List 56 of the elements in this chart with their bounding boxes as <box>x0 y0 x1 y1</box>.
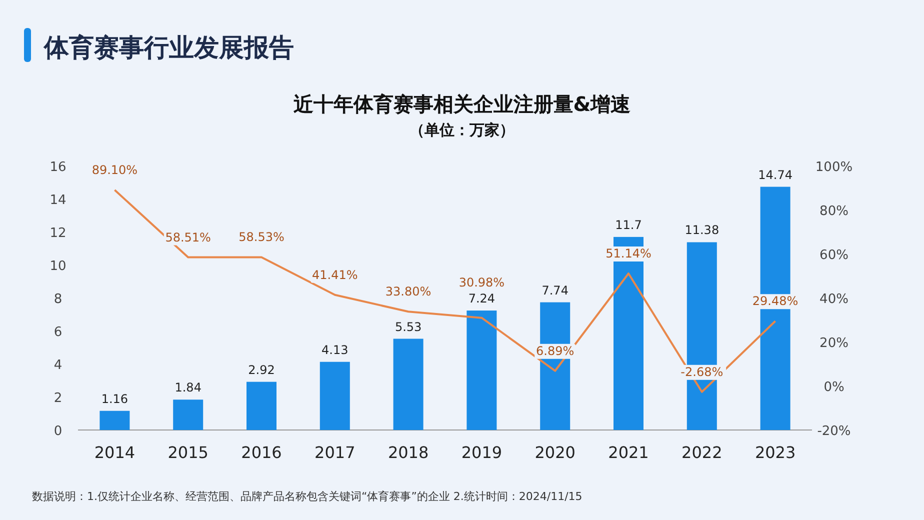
y-tick-label: 8 <box>54 292 62 307</box>
x-tick-label: 2018 <box>388 443 429 462</box>
data-label: 2.92 <box>248 362 275 377</box>
y2-tick-label: 0% <box>824 380 844 395</box>
data-label: 58.51% <box>165 230 211 244</box>
data-label: 7.24 <box>468 292 496 306</box>
data-label: 11.7 <box>615 218 642 232</box>
x-tick-label: 2022 <box>682 443 722 462</box>
data-label: 5.53 <box>394 320 422 334</box>
y-tick-label: 6 <box>54 325 62 340</box>
x-tick-label: 2017 <box>314 443 356 462</box>
bar <box>100 410 130 430</box>
y-tick-label: 4 <box>54 358 62 373</box>
data-label: 1.84 <box>174 380 202 395</box>
y2-tick-label: 80% <box>820 204 848 219</box>
y2-tick-label: 40% <box>820 292 848 307</box>
data-label: 89.10% <box>92 162 138 177</box>
data-label: 7.74 <box>542 283 568 298</box>
data-label: 11.38 <box>684 223 720 238</box>
data-label: 4.13 <box>322 342 348 357</box>
y2-tick-label: 20% <box>820 336 848 351</box>
data-label: 6.89% <box>536 344 574 358</box>
text: 体育赛事行业发展报告 <box>43 33 294 62</box>
text: 数据说明：1.仅统计企业名称、经营范围、品牌产品名称包含关键词“体育赛事”的企业 2.统计时间：2024/11/15 <box>32 490 582 503</box>
y2-tick-label: 100% <box>815 160 853 175</box>
x-tick-label: 2019 <box>461 443 502 462</box>
x-tick-label: 2021 <box>608 443 649 462</box>
data-label: 58.53% <box>238 230 284 244</box>
data-label: -2.68% <box>680 364 724 379</box>
y-tick-label: 2 <box>54 391 62 406</box>
bar <box>320 362 350 430</box>
x-tick-label: 2015 <box>168 443 208 462</box>
data-label: 1.16 <box>101 392 128 406</box>
bar <box>393 338 424 430</box>
y-tick-label: 10 <box>50 259 66 274</box>
data-label: 30.98% <box>458 276 505 290</box>
bar <box>246 382 276 430</box>
y2-tick-label: 60% <box>820 248 848 263</box>
y-tick-label: 0 <box>54 424 62 439</box>
y-tick-label: 14 <box>50 193 66 208</box>
data-label: 51.14% <box>606 246 652 260</box>
bar <box>466 310 497 430</box>
x-tick-label: 2016 <box>241 443 282 462</box>
x-tick-label: 2014 <box>94 443 136 462</box>
chart-title: 近十年体育赛事相关企业注册量&增速 <box>292 92 631 116</box>
x-tick-label: 2023 <box>754 443 796 462</box>
y-tick-label: 16 <box>50 160 66 175</box>
y-tick-label: 12 <box>50 226 66 241</box>
chart-subtitle: （单位：万家） <box>410 121 514 139</box>
y2-tick-label: -20% <box>817 424 851 439</box>
data-label: 33.80% <box>385 284 432 299</box>
data-label: 41.41% <box>312 268 358 282</box>
bar <box>173 400 204 430</box>
data-label: 14.74 <box>758 168 792 182</box>
data-label: 29.48% <box>752 294 798 308</box>
x-tick-label: 2020 <box>534 443 576 462</box>
